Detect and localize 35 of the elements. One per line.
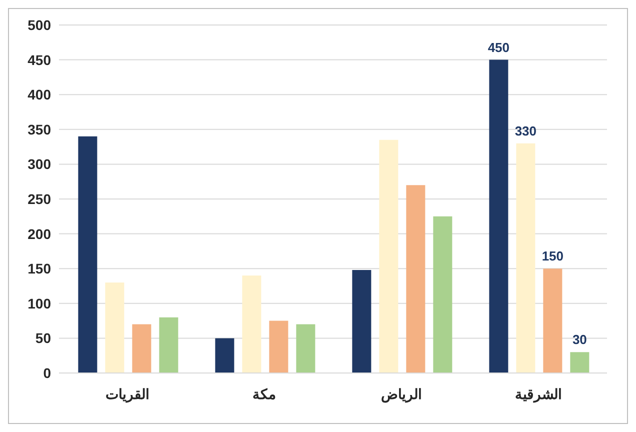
y-tick-label: 250 — [28, 190, 52, 207]
y-tick-label: 450 — [28, 52, 52, 68]
x-tick-label: الشرقية — [515, 386, 562, 403]
bar — [543, 268, 562, 373]
data-label: 330 — [514, 123, 537, 138]
data-label: 150 — [542, 248, 564, 264]
bar — [406, 185, 426, 373]
bar — [352, 270, 372, 373]
data-label: 30 — [572, 332, 587, 348]
x-tick-label: الرياض — [381, 386, 422, 403]
y-tick-label: 400 — [28, 86, 52, 103]
bar — [215, 338, 234, 373]
bar — [433, 216, 452, 373]
y-tick-label: 100 — [28, 295, 52, 312]
data-label: 450 — [488, 40, 510, 55]
bar — [159, 317, 178, 373]
bar — [269, 320, 288, 373]
x-tick-label: القريات — [106, 386, 150, 403]
y-tick-label: 300 — [28, 156, 52, 172]
bar — [296, 324, 316, 373]
bar — [132, 324, 152, 373]
bar — [516, 143, 536, 373]
bar — [105, 282, 124, 373]
y-tick-label: 350 — [28, 121, 52, 138]
bar — [78, 136, 98, 373]
bar — [379, 140, 398, 373]
y-tick-label: 50 — [35, 330, 52, 346]
y-tick-label: 200 — [28, 226, 52, 242]
x-tick-label: مكة — [252, 386, 276, 402]
bar — [489, 60, 508, 373]
y-tick-label: 500 — [28, 16, 52, 33]
y-tick-label: 0 — [43, 364, 52, 381]
bar — [242, 276, 262, 373]
bar — [570, 352, 590, 373]
y-tick-label: 150 — [28, 260, 52, 277]
